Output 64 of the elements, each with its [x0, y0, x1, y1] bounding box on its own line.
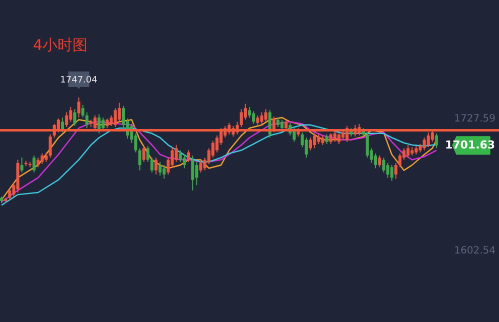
candlestick — [85, 112, 88, 129]
y-tick-label: 1727.59 — [454, 114, 496, 125]
candlestick — [36, 157, 40, 168]
candlestick — [114, 108, 117, 128]
candlestick — [329, 132, 332, 144]
candlestick — [98, 114, 101, 134]
candlestick — [398, 152, 402, 168]
candlestick — [138, 148, 142, 171]
y-tick-label: 1602.54 — [454, 245, 496, 256]
candlestick — [252, 110, 256, 124]
candlestick — [256, 114, 260, 126]
candlestick — [260, 112, 264, 124]
candlestick — [150, 157, 154, 173]
candlestick — [195, 161, 198, 186]
candlestick — [378, 155, 382, 168]
candlestick — [248, 106, 252, 118]
candlestick — [187, 150, 190, 162]
candlestick — [191, 155, 194, 191]
candlestick — [422, 137, 426, 151]
candlestick — [77, 96, 80, 118]
candlestick — [386, 162, 390, 178]
candlestick — [20, 157, 24, 173]
candlestick — [44, 152, 48, 162]
annotation: 1747.04 — [60, 75, 98, 86]
candlestick — [264, 108, 268, 122]
candlestick — [69, 106, 72, 122]
candlestick — [390, 164, 394, 182]
candlestick — [215, 135, 219, 153]
candlestick — [321, 135, 324, 146]
candlestick — [337, 132, 340, 144]
candlestick — [434, 132, 438, 149]
candlestick — [118, 102, 121, 122]
candlestick — [102, 117, 105, 132]
candlestick — [280, 119, 284, 131]
text: 4小时图 — [33, 36, 88, 54]
candlestick — [276, 117, 280, 128]
candlestick — [240, 108, 243, 128]
candlestick — [304, 137, 308, 158]
candlestick — [182, 154, 186, 169]
candlestick — [81, 104, 84, 118]
candlestick — [308, 137, 312, 151]
candlestick — [40, 152, 44, 165]
candlestick — [313, 132, 316, 149]
candlestick — [73, 108, 76, 127]
candlestick — [382, 157, 386, 173]
candlestick — [374, 152, 378, 169]
candlestick — [154, 157, 158, 176]
candlestick — [406, 144, 410, 158]
candlestick — [65, 112, 68, 128]
candlestick — [199, 160, 202, 173]
candlestick — [174, 144, 178, 162]
candlestick — [211, 140, 214, 158]
candlestick — [394, 162, 398, 180]
candlestick — [146, 146, 150, 162]
candlestick — [158, 161, 162, 176]
candlestick — [162, 164, 166, 180]
candlestick — [317, 134, 320, 144]
candlestick — [48, 134, 52, 158]
candlestick — [366, 132, 369, 158]
candlestick — [178, 150, 182, 162]
candlestick — [142, 146, 146, 162]
candlestick — [325, 134, 328, 144]
candlestick — [8, 188, 12, 200]
candlestick — [32, 155, 36, 173]
